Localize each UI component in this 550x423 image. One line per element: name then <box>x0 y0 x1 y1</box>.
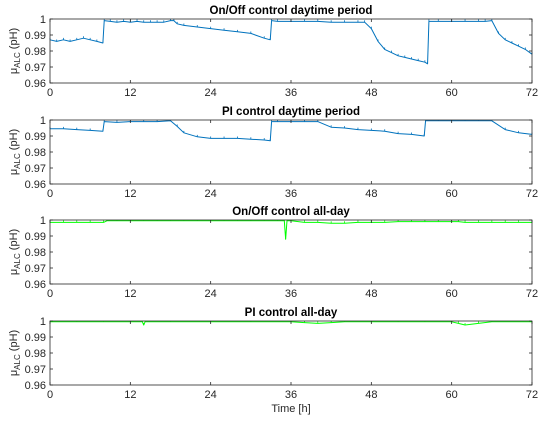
y-tick-label: 0.97 <box>25 263 46 275</box>
chart-panel-1: 0 12 24 36 48 60 72 0.96 0.97 0.98 0.99 1 On/Off con… <box>8 5 538 99</box>
y-axis-label-subscript: ALC <box>13 153 22 169</box>
x-tick-label: 60 <box>446 288 458 300</box>
y-tick-label: 0.96 <box>25 179 46 191</box>
y-axis-label-subscript: ALC <box>13 52 22 68</box>
y-tick-label: 1 <box>40 14 46 26</box>
axes-box <box>49 320 533 386</box>
y-axis-label: μALC (pH) <box>8 229 22 275</box>
x-tick-label: 0 <box>47 288 53 300</box>
x-tick-label: 12 <box>124 288 136 300</box>
chart-title: PI control all-day <box>245 307 338 319</box>
y-axis-label-unit: (pH) <box>8 28 20 52</box>
y-tick-label: 0.97 <box>25 62 46 74</box>
series-line-1 <box>50 321 532 326</box>
x-tick-label: 72 <box>526 188 538 200</box>
y-tick-label: 0.99 <box>25 231 46 243</box>
y-tick-label: 0.99 <box>25 332 46 344</box>
x-tick-label: 36 <box>285 288 297 300</box>
x-tick-label: 0 <box>47 188 53 200</box>
y-axis-label-unit: (pH) <box>8 129 20 153</box>
x-tick-label: 60 <box>446 87 458 99</box>
x-tick-label: 24 <box>205 188 217 200</box>
y-axis-label-unit: (pH) <box>8 330 20 354</box>
y-axis-label-unit: (pH) <box>8 229 20 253</box>
axes-box <box>49 18 533 84</box>
y-tick-label: 1 <box>40 215 46 227</box>
x-tick-label: 48 <box>365 389 377 401</box>
y-tick-label: 0.98 <box>25 247 46 259</box>
y-tick-label: 0.97 <box>25 163 46 175</box>
x-tick-label: 72 <box>526 389 538 401</box>
series-line-1 <box>50 220 532 240</box>
x-tick-label: 48 <box>365 87 377 99</box>
x-tick-label: 12 <box>124 188 136 200</box>
x-tick-label: 72 <box>526 288 538 300</box>
y-tick-label: 0.99 <box>25 131 46 143</box>
y-tick-label: 0.96 <box>25 78 46 90</box>
x-tick-label: 36 <box>285 389 297 401</box>
y-axis-label-symbol: μ <box>8 68 20 74</box>
y-axis-label-symbol: μ <box>8 269 20 275</box>
y-axis-label: μALC (pH) <box>8 330 22 376</box>
y-axis-label: μALC (pH) <box>8 28 22 74</box>
x-tick-label: 0 <box>47 389 53 401</box>
x-axis-label: Time [h] <box>271 403 310 415</box>
x-tick-label: 0 <box>47 87 53 99</box>
y-tick-label: 0.99 <box>25 30 46 42</box>
x-tick-label: 24 <box>205 288 217 300</box>
y-tick-label: 1 <box>40 316 46 328</box>
series-line-1 <box>50 120 533 142</box>
y-tick-label: 0.98 <box>25 46 46 58</box>
x-tick-label: 36 <box>285 87 297 99</box>
chart-title: On/Off control all-day <box>232 206 350 218</box>
x-tick-label: 60 <box>446 389 458 401</box>
x-tick-label: 72 <box>526 87 538 99</box>
y-axis-label-symbol: μ <box>8 169 20 175</box>
y-axis-label-subscript: ALC <box>13 354 22 370</box>
x-tick-label: 48 <box>365 288 377 300</box>
y-tick-label: 0.98 <box>25 348 46 360</box>
y-tick-label: 1 <box>40 115 46 127</box>
y-tick-label: 0.98 <box>25 147 46 159</box>
chart-panel-3: 0 12 24 36 48 60 72 0.96 0.97 0.98 0.99 1 On/Off con… <box>8 206 538 300</box>
y-axis-label-subscript: ALC <box>13 253 22 269</box>
x-tick-label: 12 <box>124 389 136 401</box>
series-line-1 <box>49 20 533 65</box>
y-axis-label: μALC (pH) <box>8 129 22 175</box>
chart-title: PI control daytime period <box>222 106 360 118</box>
chart-panel-2: 0 12 24 36 48 60 72 0.96 0.97 0.98 0.99 1 PI control… <box>8 106 538 200</box>
x-tick-label: 12 <box>124 87 136 99</box>
x-tick-label: 24 <box>205 389 217 401</box>
y-tick-label: 0.96 <box>25 380 46 392</box>
x-tick-label: 36 <box>285 188 297 200</box>
chart-panel-4: 0 12 24 36 48 60 72 0.96 0.97 0.98 0.99 1 PI control… <box>8 307 538 415</box>
axes-box <box>49 119 533 185</box>
x-tick-label: 24 <box>205 87 217 99</box>
y-tick-label: 0.96 <box>25 279 46 291</box>
y-tick-label: 0.97 <box>25 364 46 376</box>
axes-box <box>49 219 533 285</box>
x-tick-label: 60 <box>446 188 458 200</box>
x-tick-label: 48 <box>365 188 377 200</box>
chart-title: On/Off control daytime period <box>210 5 373 17</box>
y-axis-label-symbol: μ <box>8 370 20 376</box>
